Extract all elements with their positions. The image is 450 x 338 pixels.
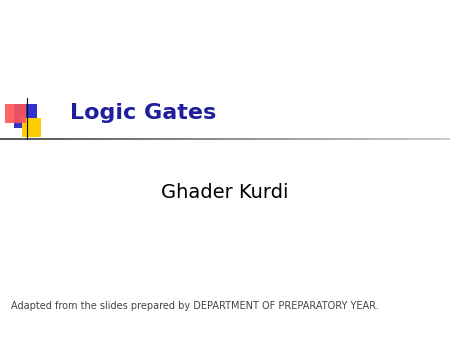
Bar: [4, 104, 26, 123]
Bar: [22, 118, 40, 137]
Text: Ghader Kurdi: Ghader Kurdi: [161, 183, 289, 202]
Text: Logic Gates: Logic Gates: [70, 103, 216, 123]
Text: Adapted from the slides prepared by DEPARTMENT OF PREPARATORY YEAR.: Adapted from the slides prepared by DEPA…: [11, 301, 379, 311]
Bar: [14, 104, 37, 128]
